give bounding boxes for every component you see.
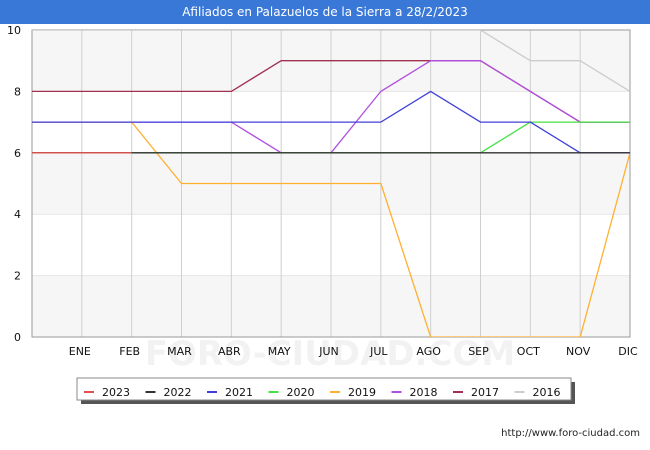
legend-label: 2022 bbox=[164, 386, 192, 399]
series-line-2016 bbox=[32, 30, 630, 92]
legend-box bbox=[76, 377, 572, 401]
x-tick-label: MAY bbox=[268, 345, 291, 358]
legend-label: 2017 bbox=[471, 386, 499, 399]
x-tick-label: AGO bbox=[416, 345, 441, 358]
series-line-2021 bbox=[32, 90, 630, 154]
x-tick-label: JUN bbox=[318, 345, 339, 358]
y-axis-ticks: 0 2 4 6 8 10 bbox=[7, 24, 21, 344]
chart-title: Afiliados en Palazuelos de la Sierra a 2… bbox=[0, 0, 650, 24]
legend: 2023 2022 2021 2020 2019 2018 2017 2016 bbox=[76, 377, 575, 404]
source-url: http://www.foro-ciudad.com bbox=[501, 428, 640, 439]
x-tick-label: OCT bbox=[517, 345, 540, 358]
series-lines bbox=[32, 30, 630, 337]
legend-label: 2019 bbox=[348, 386, 376, 399]
x-tick-label: MAR bbox=[167, 345, 192, 358]
x-tick-label: NOV bbox=[566, 345, 591, 358]
watermark-text: FORO-CIUDAD.COM bbox=[145, 334, 516, 374]
x-tick-label: SEP bbox=[468, 345, 489, 358]
x-tick-label: JUL bbox=[369, 345, 388, 358]
y-tick-label: 6 bbox=[14, 147, 21, 160]
legend-label: 2021 bbox=[225, 386, 253, 399]
x-tick-label: ENE bbox=[69, 345, 91, 358]
legend-label: 2016 bbox=[533, 386, 561, 399]
x-tick-label: DIC bbox=[618, 345, 638, 358]
legend-label: 2018 bbox=[410, 386, 438, 399]
x-tick-label: ABR bbox=[218, 345, 241, 358]
x-tick-label: FEB bbox=[119, 345, 140, 358]
y-tick-label: 4 bbox=[14, 208, 21, 221]
y-tick-label: 10 bbox=[7, 24, 21, 37]
y-tick-label: 0 bbox=[14, 331, 21, 344]
x-axis-ticks: ENE FEB MAR ABR MAY JUN JUL AGO SEP OCT NOV DIC bbox=[69, 345, 638, 358]
y-tick-label: 8 bbox=[14, 85, 21, 98]
legend-label: 2023 bbox=[102, 386, 130, 399]
legend-label: 2020 bbox=[287, 386, 315, 399]
y-tick-label: 2 bbox=[14, 270, 21, 283]
